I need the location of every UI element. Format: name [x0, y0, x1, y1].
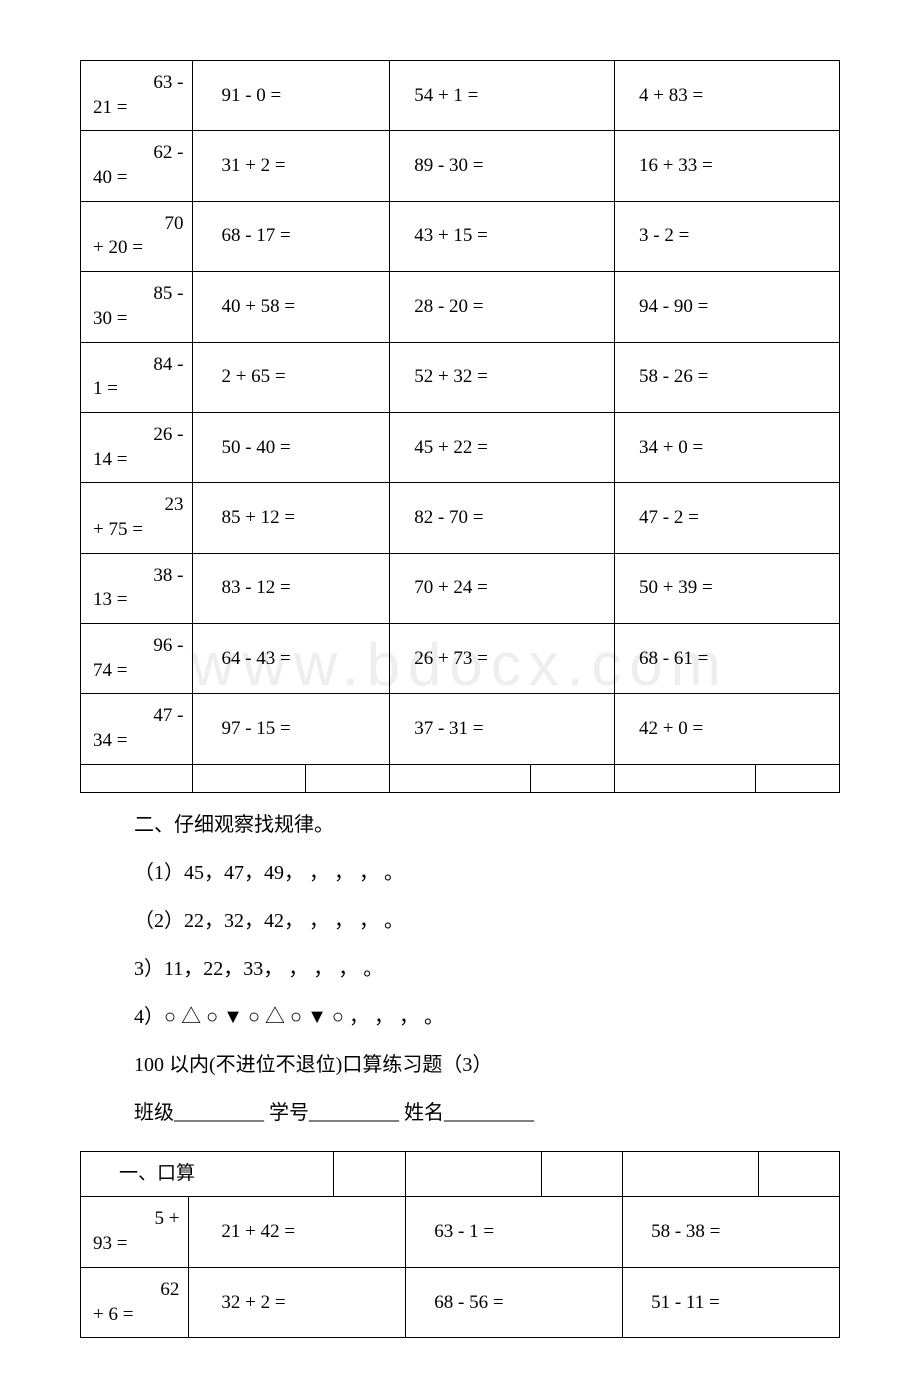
cell: 68 - 17 =: [193, 201, 390, 271]
cell: [305, 764, 389, 792]
cell: 37 - 31 =: [390, 694, 615, 764]
cell: 40 + 58 =: [193, 272, 390, 342]
cell: 82 - 70 =: [390, 483, 615, 553]
cell: 47 - 2 =: [615, 483, 840, 553]
cell: 43 + 15 =: [390, 201, 615, 271]
cell: 70 + 24 =: [390, 553, 615, 623]
cell: 91 - 0 =: [193, 61, 390, 131]
cell: 62 -40 =: [81, 131, 193, 201]
cell: [333, 1151, 405, 1197]
cell: 42 + 0 =: [615, 694, 840, 764]
cell: 58 - 38 =: [623, 1197, 840, 1267]
table-row: 85 -30 = 40 + 58 = 28 - 20 = 94 - 90 =: [81, 272, 840, 342]
table-row: 62+ 6 = 32 + 2 = 68 - 56 = 51 - 11 =: [81, 1267, 840, 1337]
cell: 94 - 90 =: [615, 272, 840, 342]
cell: 51 - 11 =: [623, 1267, 840, 1337]
cell: 21 + 42 =: [189, 1197, 406, 1267]
pattern-question-3: 3）11，22，33， ， ， ， 。: [134, 945, 840, 993]
cell: 34 + 0 =: [615, 412, 840, 482]
cell: 32 + 2 =: [189, 1267, 406, 1337]
cell: 28 - 20 =: [390, 272, 615, 342]
table-row: 70+ 20 = 68 - 17 = 43 + 15 = 3 - 2 =: [81, 201, 840, 271]
cell: 31 + 2 =: [193, 131, 390, 201]
cell: 85 -30 =: [81, 272, 193, 342]
cell: 63 - 1 =: [406, 1197, 623, 1267]
table-row-empty: [81, 764, 840, 792]
practice-table-2: 一、口算 5 +93 = 21 + 42 = 63 - 1 = 58 - 38 …: [80, 1151, 840, 1338]
cell: [406, 1151, 542, 1197]
table-row: 96 -74 = 64 - 43 = 26 + 73 = 68 - 61 =: [81, 624, 840, 694]
table-row: 26 -14 = 50 - 40 = 45 + 22 = 34 + 0 =: [81, 412, 840, 482]
worksheet-title: 100 以内(不进位不退位)口算练习题（3）: [134, 1041, 840, 1089]
table-row: 38 -13 = 83 - 12 = 70 + 24 = 50 + 39 =: [81, 553, 840, 623]
pattern-question-4: 4）○ △ ○ ▼ ○ △ ○ ▼ ○ ， ， ， 。: [134, 993, 840, 1041]
cell: [755, 764, 839, 792]
cell: 54 + 1 =: [390, 61, 615, 131]
cell: 96 -74 =: [81, 624, 193, 694]
student-info: 班级_________ 学号_________ 姓名_________: [134, 1089, 840, 1137]
cell: 45 + 22 =: [390, 412, 615, 482]
cell: 89 - 30 =: [390, 131, 615, 201]
table-header-cell: 一、口算: [81, 1151, 334, 1197]
cell: 50 - 40 =: [193, 412, 390, 482]
cell: 97 - 15 =: [193, 694, 390, 764]
cell: 50 + 39 =: [615, 553, 840, 623]
text-section: 二、仔细观察找规律。 （1）45，47，49， ， ， ， 。 （2）22，32…: [80, 793, 840, 1145]
cell: [615, 764, 756, 792]
cell: 4 + 83 =: [615, 61, 840, 131]
cell: 85 + 12 =: [193, 483, 390, 553]
cell: 52 + 32 =: [390, 342, 615, 412]
cell: [530, 764, 614, 792]
cell: [193, 764, 305, 792]
cell: 68 - 61 =: [615, 624, 840, 694]
cell: [623, 1151, 759, 1197]
table-header-row: 一、口算: [81, 1151, 840, 1197]
table-row: 62 -40 = 31 + 2 = 89 - 30 = 16 + 33 =: [81, 131, 840, 201]
cell: 47 -34 =: [81, 694, 193, 764]
cell: [81, 764, 193, 792]
cell: 16 + 33 =: [615, 131, 840, 201]
cell: 3 - 2 =: [615, 201, 840, 271]
cell: [390, 764, 531, 792]
cell: 83 - 12 =: [193, 553, 390, 623]
table-row: 23+ 75 = 85 + 12 = 82 - 70 = 47 - 2 =: [81, 483, 840, 553]
cell: 2 + 65 =: [193, 342, 390, 412]
cell: 64 - 43 =: [193, 624, 390, 694]
cell: 26 + 73 =: [390, 624, 615, 694]
pattern-question-2: （2）22，32，42， ， ， ， 。: [134, 897, 840, 945]
page-content: 63 -21 = 91 - 0 = 54 + 1 = 4 + 83 = 62 -…: [0, 0, 920, 1398]
cell: 84 -1 =: [81, 342, 193, 412]
cell: 62+ 6 =: [81, 1267, 189, 1337]
cell: 63 -21 =: [81, 61, 193, 131]
cell: [541, 1151, 622, 1197]
practice-table-1: 63 -21 = 91 - 0 = 54 + 1 = 4 + 83 = 62 -…: [80, 60, 840, 793]
section-heading: 二、仔细观察找规律。: [134, 801, 840, 849]
cell: 58 - 26 =: [615, 342, 840, 412]
table-row: 5 +93 = 21 + 42 = 63 - 1 = 58 - 38 =: [81, 1197, 840, 1267]
cell: 23+ 75 =: [81, 483, 193, 553]
table-row: 47 -34 = 97 - 15 = 37 - 31 = 42 + 0 =: [81, 694, 840, 764]
table-row: 63 -21 = 91 - 0 = 54 + 1 = 4 + 83 =: [81, 61, 840, 131]
table-row: 84 -1 = 2 + 65 = 52 + 32 = 58 - 26 =: [81, 342, 840, 412]
cell: 26 -14 =: [81, 412, 193, 482]
cell: [758, 1151, 839, 1197]
cell: 38 -13 =: [81, 553, 193, 623]
pattern-question-1: （1）45，47，49， ， ， ， 。: [134, 849, 840, 897]
cell: 5 +93 =: [81, 1197, 189, 1267]
cell: 68 - 56 =: [406, 1267, 623, 1337]
cell: 70+ 20 =: [81, 201, 193, 271]
